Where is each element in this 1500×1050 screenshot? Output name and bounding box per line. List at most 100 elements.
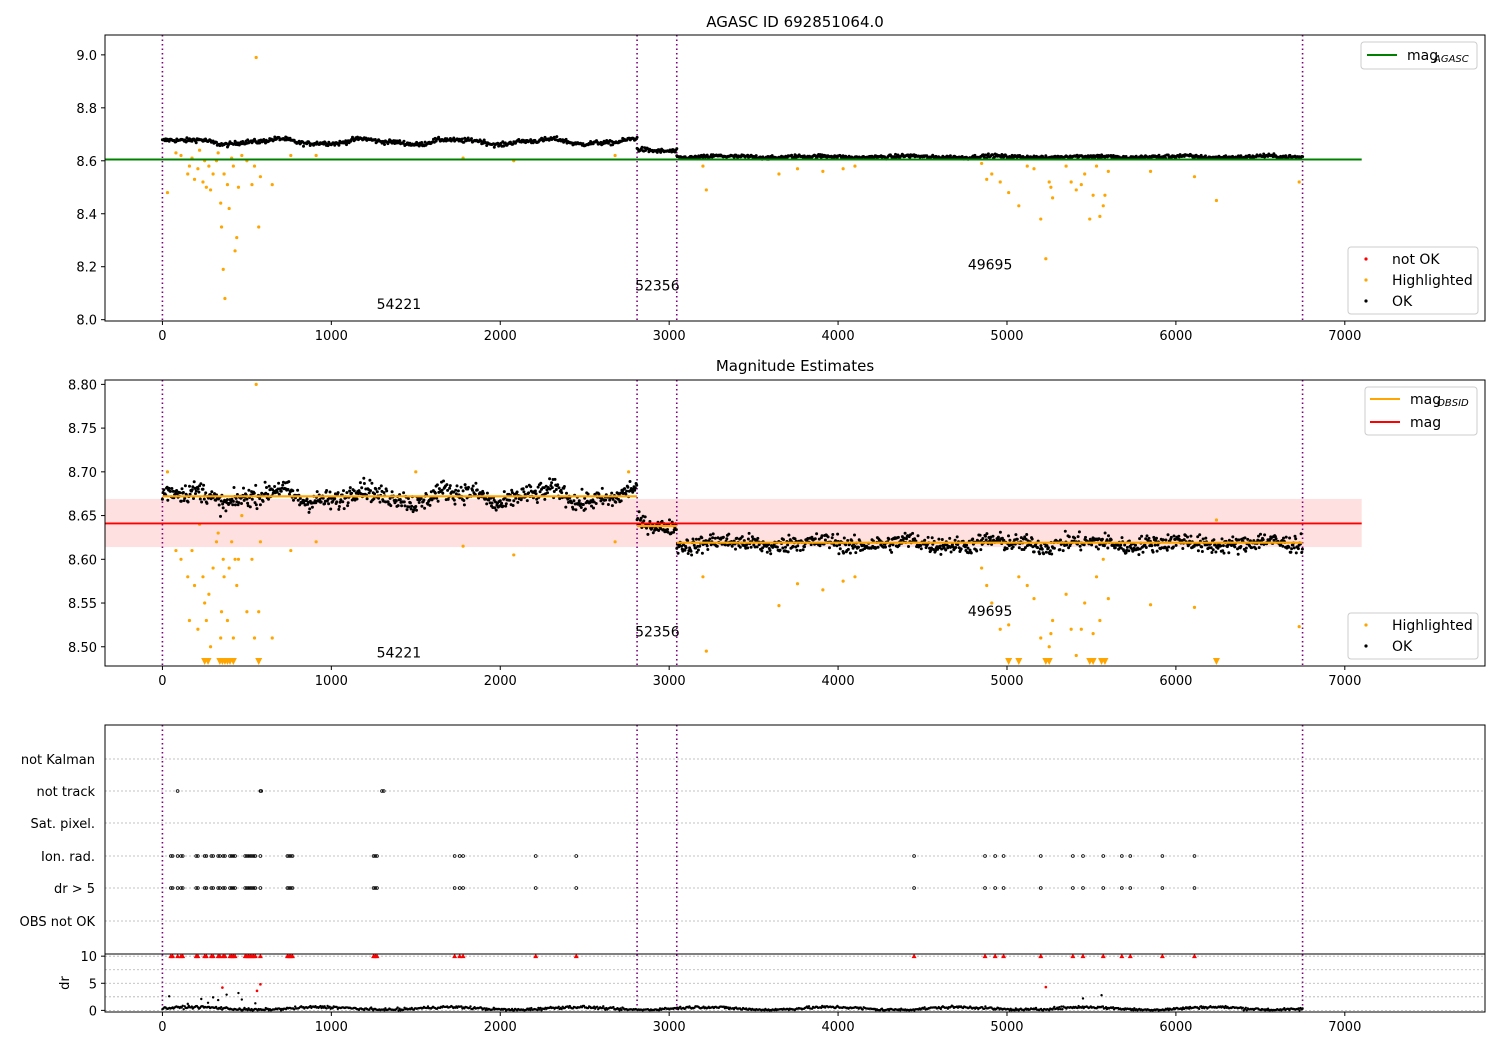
highlighted-point: [1079, 627, 1083, 631]
ok-point: [1300, 551, 1304, 554]
legend-highlighted: Highlighted: [1392, 273, 1473, 289]
highlighted-point: [1049, 185, 1053, 189]
highlighted-point: [1214, 518, 1219, 522]
ok-point: [798, 549, 802, 552]
dr-point: [1111, 1006, 1115, 1009]
ok-point: [319, 500, 323, 504]
dr-clipped-marker: [252, 953, 258, 959]
highlighted-point: [853, 164, 857, 168]
ok-point: [784, 545, 787, 549]
dr-ytick-label: 10: [80, 950, 97, 965]
dr-point: [1059, 1008, 1062, 1011]
ok-point: [508, 498, 512, 502]
ok-point: [355, 497, 359, 501]
ok-point: [481, 491, 485, 495]
below-range-marker: [1045, 658, 1053, 665]
ok-point: [1261, 538, 1265, 542]
ok-point: [402, 500, 406, 504]
flag-point: [245, 854, 249, 858]
ok-point: [574, 508, 578, 512]
ok-point: [281, 483, 285, 487]
ok-point: [446, 497, 450, 501]
ok-point: [407, 505, 411, 509]
flag-point: [258, 854, 263, 858]
ok-point: [813, 537, 817, 541]
ok-point: [260, 491, 264, 495]
highlighted-point: [704, 649, 708, 653]
highlighted-point: [998, 627, 1002, 631]
flag-point: [175, 789, 180, 793]
dr-point: [557, 1005, 560, 1008]
highlighted-point: [227, 206, 231, 211]
ok-point: [337, 507, 341, 511]
ok-point: [225, 498, 229, 502]
ok-point: [442, 479, 445, 483]
ok-point: [975, 549, 979, 553]
ok-point: [167, 486, 171, 490]
ok-point: [535, 501, 539, 504]
flag-label-obs-not-ok: OBS not OK: [20, 915, 96, 930]
flag-point: [1101, 854, 1106, 858]
highlighted-point: [1101, 557, 1105, 561]
ok-point: [1011, 545, 1015, 549]
ok-point: [514, 496, 518, 500]
ok-point: [455, 484, 459, 488]
ok-point: [1164, 538, 1168, 542]
dr-point: [1133, 1007, 1136, 1010]
ok-point: [590, 504, 593, 508]
ok-point: [204, 491, 208, 495]
ok-point: [713, 536, 717, 540]
dr-point: [679, 1005, 682, 1008]
highlighted-point: [258, 175, 262, 179]
ok-point: [891, 543, 895, 547]
highlighted-point: [190, 548, 194, 553]
ok-point: [1210, 551, 1214, 554]
dr-point: [1180, 1008, 1184, 1011]
ok-point: [1246, 537, 1250, 541]
flag-point: [175, 854, 180, 858]
highlighted-point: [236, 557, 241, 561]
dr-xtick-label: 7000: [1328, 1020, 1361, 1035]
dr-point: [190, 1005, 193, 1008]
ok-point: [1214, 550, 1218, 554]
ok-point: [1002, 538, 1006, 542]
dr-clipped-marker: [452, 953, 458, 959]
dr-point: [181, 1004, 184, 1007]
dr-clipped-marker: [1191, 953, 1197, 959]
highlighted-point: [219, 610, 224, 614]
ok-point: [851, 546, 855, 550]
dr-clipped-marker: [175, 953, 181, 959]
highlighted-point: [208, 645, 213, 649]
highlighted-point: [1091, 193, 1095, 197]
highlighted-point: [1007, 623, 1011, 627]
ok-point: [558, 497, 562, 501]
ok-point: [1014, 533, 1018, 537]
ok-point: [926, 535, 930, 539]
ok-point: [525, 485, 529, 489]
ok-point: [1196, 549, 1200, 553]
ok-point: [462, 503, 466, 507]
magnitude-ytick-label: 8.55: [68, 597, 97, 612]
ok-point: [1140, 534, 1144, 538]
ok-point: [160, 497, 164, 501]
flag-point: [243, 886, 247, 890]
dr-point: [293, 1008, 296, 1011]
ok-point: [350, 491, 354, 495]
legend-highlighted-2: Highlighted: [1392, 618, 1473, 634]
flag-point: [196, 886, 200, 890]
ok-point: [247, 488, 251, 492]
dr-xtick-label: 3000: [653, 1020, 686, 1035]
ok-point: [358, 481, 362, 485]
ok-point: [205, 501, 209, 505]
ok-point: [279, 489, 283, 493]
ok-point: [234, 496, 238, 500]
highlighted-point: [1079, 183, 1083, 187]
ok-point: [200, 500, 204, 504]
dr-point: [1283, 1007, 1286, 1010]
ok-point: [314, 501, 318, 505]
ok-point: [782, 538, 785, 542]
flag-point: [1128, 854, 1133, 858]
ok-point: [267, 484, 271, 488]
ok-point: [466, 136, 470, 140]
highlighted-point: [1032, 167, 1036, 171]
